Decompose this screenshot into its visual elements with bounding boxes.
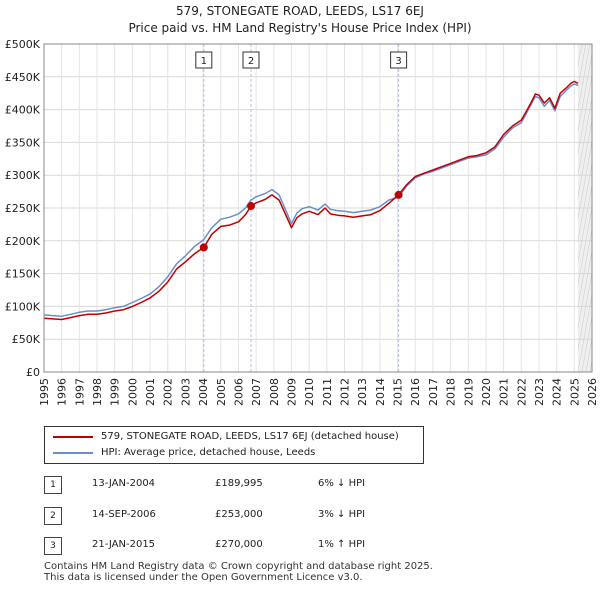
event-marker-box [390, 51, 408, 69]
y-tick-label: £500K [5, 38, 41, 51]
transaction-price: £189,995 [215, 478, 263, 489]
hpi-series-line [43, 83, 579, 317]
sale-point [199, 243, 208, 252]
transaction-number: 2 [44, 507, 62, 525]
y-tick-label: £350K [5, 136, 41, 149]
x-tick-label: 2017 [427, 378, 440, 406]
chart-title: 579, STONEGATE ROAD, LEEDS, LS17 6EJ [176, 4, 424, 18]
x-tick-label: 2025 [568, 378, 581, 406]
forecast-hatch [577, 271, 593, 352]
y-tick-label: £100K [5, 300, 41, 313]
forecast-hatch [577, 183, 593, 265]
legend-label-price: 579, STONEGATE ROAD, LEEDS, LS17 6EJ (de… [101, 431, 399, 442]
x-tick-label: 1999 [109, 378, 122, 406]
x-tick-label: 2020 [480, 378, 493, 406]
attribution-footer: Contains HM Land Registry data © Crown c… [44, 561, 433, 583]
transaction-number: 1 [44, 476, 62, 494]
transaction-date: 21-JAN-2015 [92, 539, 156, 550]
chart-subtitle: Price paid vs. HM Land Registry's House … [128, 21, 472, 35]
event-marker-label: 2 [248, 56, 254, 67]
x-tick-label: 2012 [339, 378, 352, 406]
y-tick-label: £50K [12, 333, 41, 346]
x-tick-label: 2026 [586, 378, 599, 406]
transaction-row: 2 14-SEP-2006 £253,000 3% ↓ HPI [0, 507, 600, 525]
x-tick-label: 1995 [38, 378, 51, 406]
x-tick-label: 2011 [321, 378, 334, 406]
x-tick-label: 2022 [515, 378, 528, 406]
transaction-hpi-delta: 6% ↓ HPI [318, 478, 366, 489]
forecast-hatch [594, 44, 600, 372]
event-marker-box [195, 51, 213, 69]
transaction-number: 3 [44, 537, 62, 555]
y-tick-label: £300K [5, 169, 41, 182]
x-tick-label: 1996 [56, 378, 69, 406]
x-tick-label: 2024 [551, 378, 564, 406]
x-tick-label: 2008 [268, 378, 281, 406]
x-tick-label: 2007 [250, 378, 263, 406]
transaction-price: £253,000 [215, 509, 263, 520]
forecast-hatch [577, 161, 593, 243]
x-tick-label: 2014 [374, 378, 387, 406]
x-tick-label: 2018 [445, 378, 458, 406]
event-marker-label: 3 [395, 56, 401, 67]
x-tick-label: 2009 [285, 378, 298, 406]
x-tick-label: 2000 [126, 378, 139, 406]
attribution-line-2: This data is licensed under the Open Gov… [44, 572, 363, 583]
y-tick-label: £250K [5, 202, 41, 215]
x-tick-label: 2013 [356, 378, 369, 406]
x-tick-label: 1998 [91, 378, 104, 406]
legend-swatch-hpi [53, 452, 93, 454]
y-tick-label: £200K [5, 235, 41, 248]
transaction-row: 1 13-JAN-2004 £189,995 6% ↓ HPI [0, 476, 600, 494]
forecast-hatch [577, 74, 593, 156]
x-tick-label: 2019 [462, 378, 475, 406]
x-tick-label: 2015 [392, 378, 405, 406]
x-tick-label: 2023 [533, 378, 546, 406]
legend-swatch-price [53, 436, 93, 438]
event-marker-box [242, 51, 260, 69]
x-tick-label: 2021 [498, 378, 511, 406]
transaction-date: 14-SEP-2006 [92, 509, 156, 520]
x-tick-label: 2016 [409, 378, 422, 406]
y-tick-label: £150K [5, 268, 41, 281]
forecast-hatch [577, 139, 593, 221]
transaction-date: 13-JAN-2004 [92, 478, 156, 489]
transaction-hpi-delta: 3% ↓ HPI [318, 509, 366, 520]
x-tick-label: 2005 [215, 378, 228, 406]
plot-border [43, 43, 593, 373]
forecast-hatch [577, 44, 591, 112]
x-tick-label: 2003 [179, 378, 192, 406]
x-tick-label: 2006 [232, 378, 245, 406]
y-tick-label: £450K [5, 71, 41, 84]
price-chart: £0 £50K £100K £150K £200K £250K £300K £350K £400… [5, 38, 600, 406]
x-tick-label: 1997 [73, 378, 86, 406]
transaction-price: £270,000 [215, 539, 263, 550]
chart-legend: 579, STONEGATE ROAD, LEEDS, LS17 6EJ (de… [44, 426, 424, 464]
transaction-row: 3 21-JAN-2015 £270,000 1% ↑ HPI [0, 537, 600, 555]
forecast-hatch [577, 249, 593, 330]
sale-point [394, 190, 403, 199]
forecast-hatch [577, 293, 593, 372]
sale-point [247, 202, 256, 211]
x-tick-label: 2010 [303, 378, 316, 406]
event-marker-label: 1 [201, 56, 207, 67]
x-tick-label: 2004 [197, 378, 210, 406]
transaction-hpi-delta: 1% ↑ HPI [318, 539, 366, 550]
y-tick-label: £0 [26, 366, 40, 379]
x-tick-label: 2002 [162, 378, 175, 406]
x-tick-label: 2001 [144, 378, 157, 406]
attribution-line-1: Contains HM Land Registry data © Crown c… [44, 561, 433, 572]
forecast-hatch [577, 52, 593, 134]
price-series-line [43, 80, 579, 321]
y-tick-label: £400K [5, 104, 41, 117]
legend-label-hpi: HPI: Average price, detached house, Leed… [101, 447, 316, 458]
